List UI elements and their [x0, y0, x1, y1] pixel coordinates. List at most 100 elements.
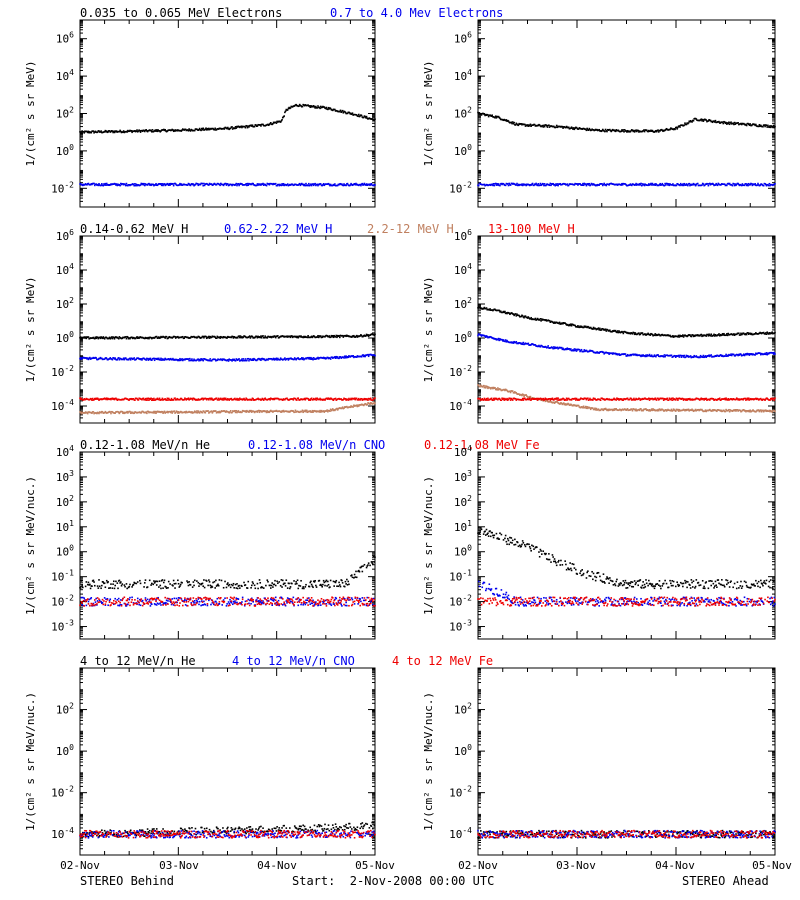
- data-point: [638, 131, 640, 133]
- data-point: [202, 359, 205, 362]
- data-point: [303, 104, 306, 107]
- data-point: [745, 333, 748, 336]
- data-point: [179, 357, 181, 360]
- data-point: [144, 397, 147, 400]
- data-point: [633, 331, 635, 334]
- data-point: [578, 326, 581, 329]
- data-point: [293, 358, 295, 361]
- data-point: [110, 398, 112, 401]
- data-point: [757, 182, 759, 185]
- data-point: [601, 129, 603, 132]
- data-point: [242, 336, 245, 338]
- data-point: [355, 404, 358, 407]
- data-point: [350, 182, 352, 185]
- data-point: [119, 129, 121, 132]
- data-point: [164, 128, 166, 131]
- data-point: [259, 336, 262, 339]
- data-point: [478, 112, 481, 114]
- data-point: [535, 182, 537, 185]
- data-point: [629, 183, 632, 185]
- data-point: [111, 337, 114, 340]
- data-point: [340, 398, 343, 400]
- data-point: [79, 356, 82, 359]
- data-point: [713, 333, 715, 336]
- data-point: [725, 121, 727, 124]
- data-point: [257, 397, 259, 400]
- data-point: [103, 411, 106, 414]
- data-point: [316, 357, 319, 360]
- data-point: [222, 399, 225, 401]
- data-point: [658, 184, 661, 186]
- data-point: [570, 348, 572, 350]
- data-point: [269, 399, 271, 401]
- data-point: [574, 349, 576, 352]
- data-point: [352, 406, 354, 408]
- data-point: [246, 184, 248, 187]
- data-point: [539, 317, 542, 320]
- data-point: [156, 397, 159, 400]
- data-point: [203, 182, 205, 185]
- data-point: [374, 402, 376, 405]
- data-point: [372, 333, 375, 336]
- data-point: [356, 405, 359, 408]
- data-point: [615, 129, 618, 131]
- data-point: [622, 129, 625, 131]
- data-point: [769, 125, 771, 127]
- data-point: [699, 335, 701, 337]
- data-point: [755, 332, 757, 334]
- data-point: [90, 398, 93, 400]
- data-point: [609, 329, 611, 332]
- data-point: [83, 336, 86, 338]
- data-point: [146, 412, 148, 415]
- data-point: [146, 130, 149, 133]
- data-point: [242, 358, 245, 360]
- data-point: [312, 105, 314, 108]
- data-point: [145, 359, 147, 361]
- data-point: [112, 336, 115, 339]
- data-point: [546, 126, 549, 128]
- data-point: [650, 354, 653, 357]
- data-point: [165, 183, 168, 186]
- data-point: [198, 128, 200, 131]
- data-point: [732, 122, 734, 124]
- data-point: [367, 399, 369, 401]
- data-point: [575, 126, 578, 129]
- data-point: [256, 125, 259, 127]
- data-point: [624, 353, 627, 355]
- data-point: [567, 184, 570, 187]
- data-point: [107, 131, 109, 133]
- data-point: [346, 112, 349, 115]
- data-point: [590, 129, 593, 131]
- data-point: [122, 130, 125, 132]
- data-point: [241, 336, 243, 338]
- data-point: [548, 319, 551, 322]
- data-point: [640, 182, 642, 185]
- data-point: [334, 336, 337, 338]
- data-point: [659, 129, 661, 132]
- data-point: [313, 106, 316, 108]
- data-point: [365, 403, 367, 405]
- data-point: [662, 355, 664, 357]
- data-point: [278, 184, 281, 187]
- data-point: [510, 121, 513, 124]
- data-point: [167, 183, 169, 186]
- data-point: [244, 358, 247, 360]
- data-point: [328, 183, 331, 186]
- data-point: [192, 183, 195, 185]
- data-point: [222, 183, 224, 186]
- data-point: [588, 127, 591, 130]
- data-point: [675, 184, 678, 187]
- data-point: [493, 184, 496, 187]
- data-point: [516, 184, 519, 187]
- data-point: [174, 411, 177, 414]
- data-point: [343, 355, 346, 358]
- data-point: [189, 130, 192, 132]
- data-point: [147, 359, 150, 361]
- data-point: [181, 358, 183, 360]
- data-point: [348, 397, 350, 400]
- data-point: [139, 184, 142, 186]
- data-point: [732, 333, 734, 336]
- data-point: [95, 357, 97, 359]
- data-point: [114, 357, 117, 359]
- data-point: [758, 123, 761, 126]
